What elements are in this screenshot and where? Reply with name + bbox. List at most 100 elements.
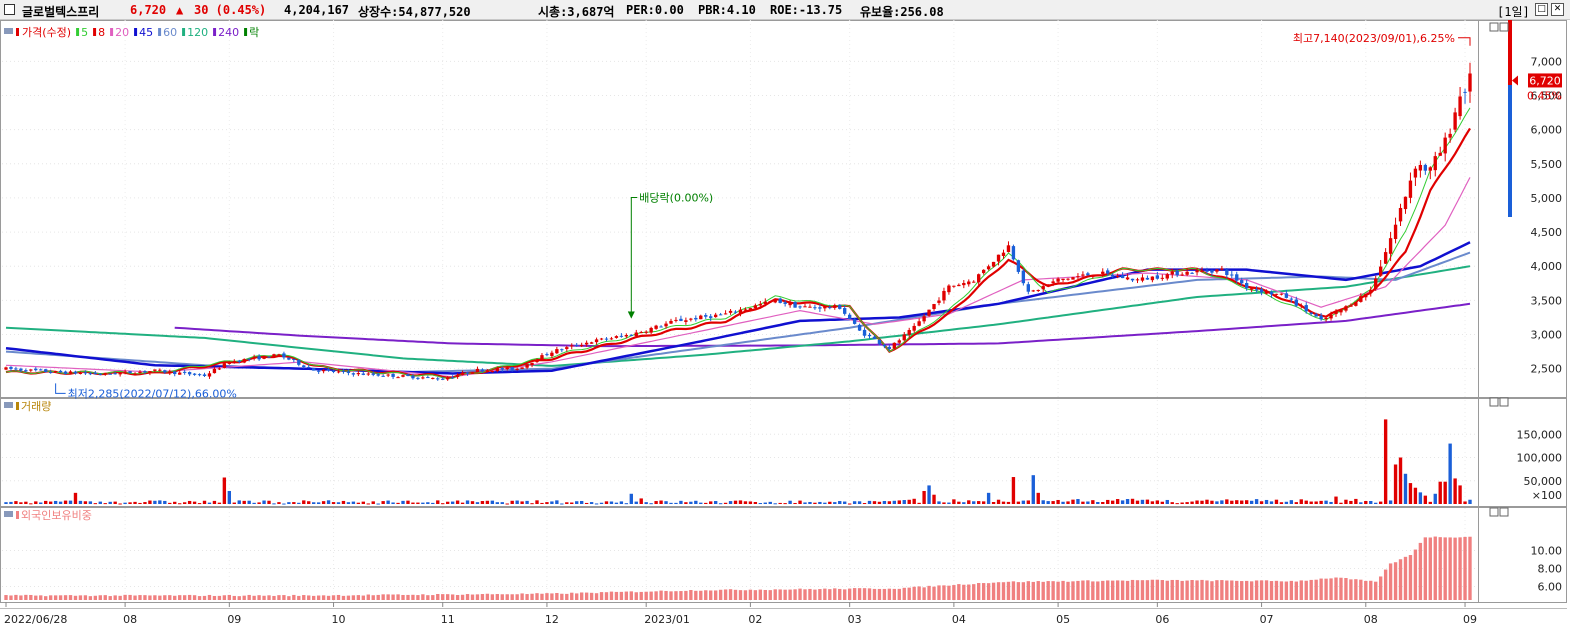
foreign-ratio-bar <box>128 594 132 600</box>
volume-bar <box>207 502 212 504</box>
volume-bar <box>1225 499 1229 504</box>
volume-bar <box>599 502 604 504</box>
volume-bar <box>515 500 519 504</box>
foreign-ratio-bar <box>1354 579 1358 600</box>
maximize-icon[interactable]: □ <box>1535 3 1548 16</box>
select-checkbox[interactable] <box>4 4 15 15</box>
foreign-ratio-bar <box>699 590 703 600</box>
candle-body <box>212 368 217 374</box>
candle-body <box>39 369 43 371</box>
volume-title: 거래량 <box>21 400 51 413</box>
foreign-ratio-bar <box>783 589 787 600</box>
candle-body <box>629 334 633 336</box>
candle-body <box>490 370 495 372</box>
volume-bar <box>1200 500 1204 504</box>
volume-bar <box>1354 498 1358 504</box>
volume-bar <box>73 492 78 504</box>
foreign-ratio-bar <box>1155 579 1160 600</box>
candle-body <box>818 307 822 309</box>
foreign-ratio-bar <box>68 595 73 600</box>
volume-bar <box>986 492 991 504</box>
close-icon[interactable]: ✕ <box>1551 3 1564 16</box>
foreign-ratio-bar <box>614 591 619 600</box>
foreign-ratio-bar <box>480 594 485 600</box>
volume-bar <box>262 500 266 504</box>
candle-body <box>768 301 772 303</box>
volume-bar <box>912 498 916 504</box>
legend-swatch <box>76 28 80 36</box>
volume-bar <box>14 501 18 504</box>
foreign-ratio-bar <box>421 594 425 600</box>
volume-bar <box>1011 477 1016 504</box>
volume-bar <box>1056 499 1060 504</box>
candle-body <box>972 281 976 283</box>
volume-bar <box>1051 501 1055 504</box>
foreign-ratio-bar <box>694 590 698 600</box>
volume-bar <box>1428 501 1432 504</box>
foreign-ratio-bar <box>470 594 475 600</box>
volume-bar <box>197 503 202 505</box>
foreign-ratio-bar <box>1294 581 1298 600</box>
foreign-ratio-bar <box>669 591 673 600</box>
foreign-ratio-bar <box>1403 556 1408 600</box>
candle-body <box>441 378 445 380</box>
foreign-ratio-bar <box>93 595 98 600</box>
volume-bar <box>331 502 336 504</box>
foreign-ratio-bar <box>1393 562 1398 600</box>
candle-body <box>24 370 28 372</box>
candle-body <box>882 344 887 347</box>
foreign-ratio-bar <box>1398 559 1403 600</box>
candle-body <box>927 309 931 316</box>
foreign-ratio-bar <box>550 593 554 600</box>
volume-bar <box>1393 464 1398 504</box>
candle-body <box>88 373 93 375</box>
volume-bar <box>1294 502 1298 504</box>
volume-bar <box>212 500 217 504</box>
legend-swatch <box>110 28 114 36</box>
volume-bar <box>962 502 966 504</box>
candle-body <box>237 360 241 363</box>
period-selector[interactable]: [1일] <box>1497 5 1530 19</box>
foreign-ratio-bar <box>788 589 792 600</box>
candle-body <box>242 359 246 363</box>
foreign-ratio-bar <box>833 588 837 600</box>
candle-body <box>996 254 1001 262</box>
foreign-ratio-bar <box>312 595 316 600</box>
volume-bar <box>232 502 236 504</box>
candle-body <box>431 377 435 379</box>
volume-bar <box>1150 501 1155 504</box>
volume-bar <box>1170 502 1174 504</box>
candle-body <box>1071 277 1075 280</box>
volume-bar <box>272 503 276 505</box>
price-tick-label: 5,000 <box>1531 192 1563 205</box>
candle-body <box>530 362 534 366</box>
volume-bar <box>341 500 346 504</box>
foreign-ratio-bar <box>753 590 758 600</box>
volume-bar <box>297 502 301 504</box>
foreign-ratio-bar <box>515 594 519 600</box>
foreign-ratio-bar <box>689 590 693 600</box>
candle-body <box>1076 276 1080 278</box>
volume-bar <box>1081 501 1085 504</box>
price-candles <box>4 62 1472 381</box>
candle-body <box>550 352 554 356</box>
panel-menu-icon <box>4 511 13 517</box>
ma120-line <box>5 265 1471 367</box>
foreign-ratio-bar <box>1210 581 1214 600</box>
candle-body <box>778 298 782 303</box>
volume-bar <box>862 503 867 505</box>
foreign-ratio-bars <box>4 536 1472 600</box>
foreign-ratio-bar <box>222 595 227 600</box>
foreign-ratio-bar <box>818 589 822 600</box>
volume-bar <box>907 499 911 504</box>
candle-body <box>684 320 688 322</box>
candle-body <box>1349 305 1353 307</box>
candle-body <box>545 354 549 356</box>
foreign-ratio-bar <box>431 595 435 600</box>
foreign-ratio-bar <box>78 595 83 600</box>
volume-bar <box>967 500 971 504</box>
foreign-ratio-bar <box>1423 537 1428 600</box>
candle-body <box>1081 274 1085 276</box>
volume-bar <box>877 501 882 504</box>
foreign-ratio-bar <box>9 595 13 600</box>
